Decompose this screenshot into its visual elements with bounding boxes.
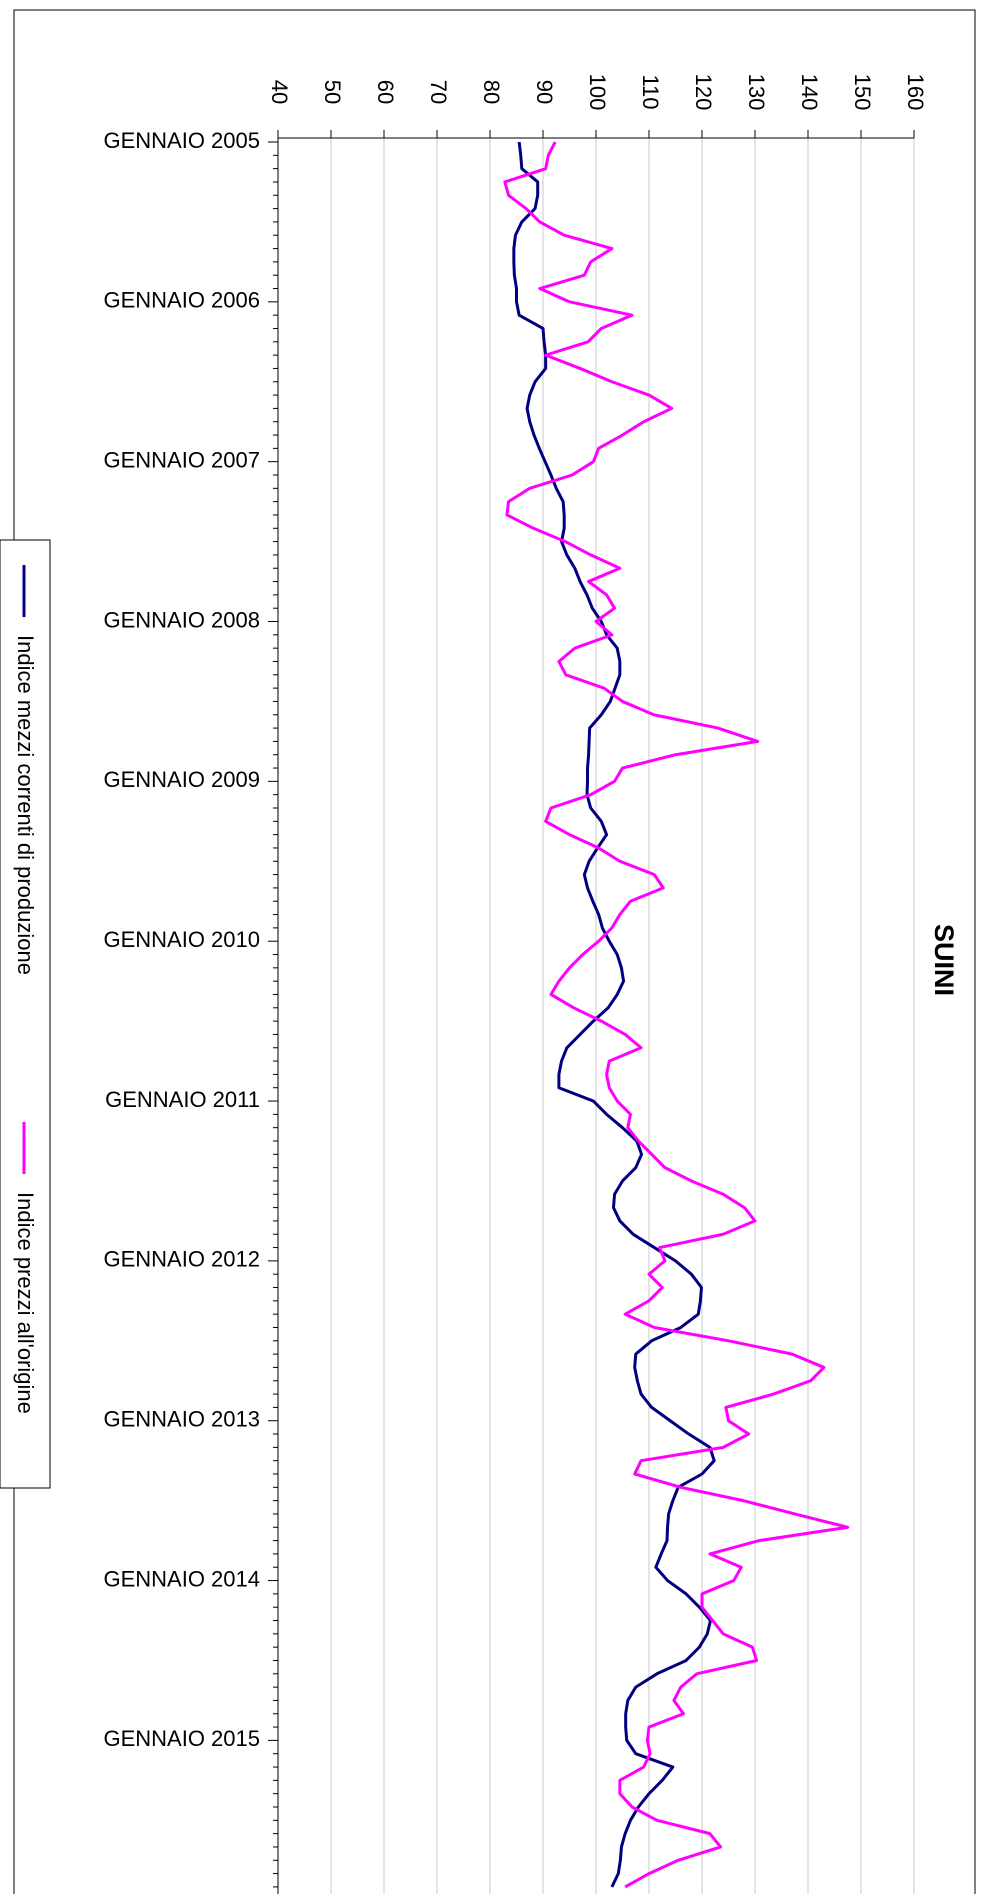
x-tick-label: GENNAIO 2010	[103, 927, 260, 952]
x-tick-label: GENNAIO 2014	[103, 1566, 260, 1591]
x-tick-label: GENNAIO 2006	[103, 288, 260, 313]
y-tick-label: 120	[691, 74, 716, 111]
y-tick-label: 150	[850, 74, 875, 111]
y-tick-label: 100	[585, 74, 610, 111]
y-tick-label: 160	[903, 74, 928, 111]
legend-label: Indice mezzi correnti di produzione	[13, 635, 38, 975]
x-tick-label: GENNAIO 2008	[103, 607, 260, 632]
y-tick-label: 130	[744, 74, 769, 111]
y-tick-label: 60	[373, 80, 398, 104]
x-tick-label: GENNAIO 2013	[103, 1407, 260, 1432]
x-tick-label: GENNAIO 2005	[103, 128, 260, 153]
x-tick-label: GENNAIO 2012	[103, 1247, 260, 1272]
x-tick-label: GENNAIO 2011	[105, 1087, 260, 1112]
series-line	[512, 141, 716, 1888]
series-line	[503, 141, 850, 1889]
chart-title: SUINI	[929, 924, 959, 996]
y-tick-label: 140	[797, 74, 822, 111]
y-tick-label: 70	[426, 80, 451, 104]
x-tick-label: GENNAIO 2007	[103, 447, 260, 472]
x-tick-label: GENNAIO 2009	[103, 767, 260, 792]
y-tick-label: 90	[532, 80, 557, 104]
legend-label: Indice prezzi all'origine	[13, 1192, 38, 1414]
legend-box	[0, 539, 51, 1489]
y-tick-label: 50	[320, 80, 345, 104]
y-tick-label: 40	[267, 80, 292, 104]
x-tick-label: GENNAIO 2015	[103, 1726, 260, 1751]
y-tick-label: 110	[638, 74, 663, 109]
y-tick-label: 80	[479, 80, 504, 104]
